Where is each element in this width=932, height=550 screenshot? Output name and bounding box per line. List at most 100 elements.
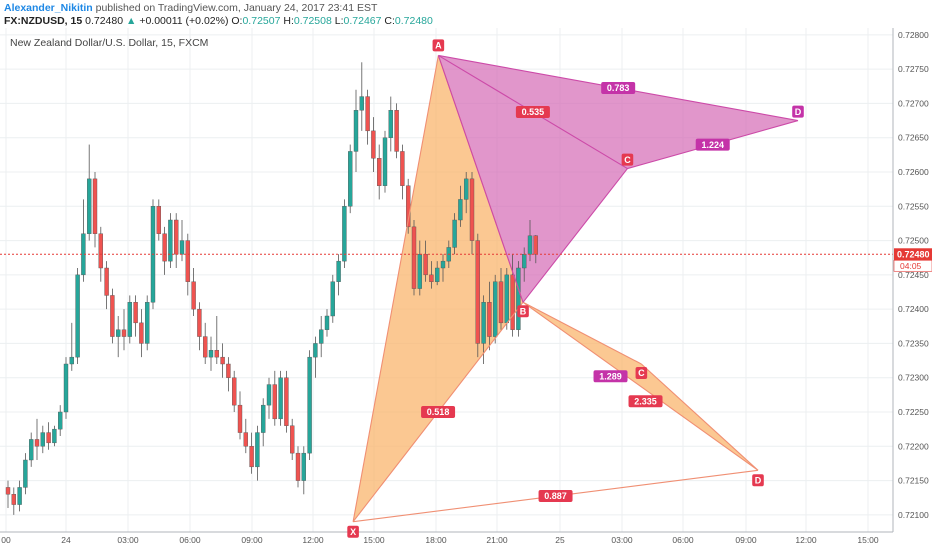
- candle: [452, 213, 457, 255]
- candle-body: [417, 254, 422, 289]
- x-tick-label: 25: [555, 535, 565, 545]
- candle: [498, 268, 504, 330]
- point-c2-label-bg: [621, 153, 634, 166]
- candle-body: [220, 356, 225, 365]
- close-label: C:: [384, 15, 395, 27]
- close-value: 0.72480: [394, 15, 433, 27]
- candle: [469, 172, 475, 255]
- candle-body: [46, 432, 51, 444]
- candle-body: [382, 137, 388, 186]
- candle: [475, 233, 480, 358]
- candle-body: [58, 411, 63, 430]
- candle: [139, 309, 144, 358]
- candle-body: [63, 363, 69, 413]
- candle: [191, 268, 196, 316]
- candle: [411, 220, 417, 296]
- candle: [348, 144, 353, 214]
- candle: [301, 446, 306, 495]
- candle: [179, 220, 185, 262]
- pattern2-ab-line: [437, 55, 524, 303]
- point-d2-label-text: D: [795, 107, 802, 117]
- candle-body: [249, 446, 254, 468]
- candle: [365, 89, 370, 145]
- candle: [226, 357, 231, 392]
- candle-body: [353, 110, 359, 152]
- ratio-ad-label-bg: [601, 82, 636, 94]
- high-value: 0.72508: [293, 15, 332, 27]
- candle-body: [255, 432, 260, 468]
- candle: [185, 233, 191, 296]
- symbol-label[interactable]: FX:NZDUSD, 15: [4, 15, 83, 27]
- point-d-label-bg: [752, 474, 764, 487]
- candle: [173, 213, 179, 268]
- pattern1-bc-line: [522, 301, 642, 365]
- y-tick-label: 0.72200: [898, 441, 929, 451]
- candle: [231, 370, 237, 412]
- candle-body: [104, 267, 109, 296]
- candle: [261, 398, 266, 447]
- candle-body: [330, 281, 335, 317]
- candle-body: [86, 178, 92, 234]
- candle-body: [406, 185, 411, 228]
- ratio-ac-label-bg: [515, 106, 550, 118]
- ratio-cd2-label-bg: [695, 138, 730, 151]
- x-tick-label: 06:00: [179, 535, 201, 545]
- ratio-ac-label: 0.535: [515, 106, 550, 118]
- candle-body: [69, 356, 75, 365]
- candle-body: [411, 226, 417, 289]
- y-tick-label: 0.72450: [898, 270, 929, 280]
- candle: [202, 322, 208, 364]
- candle: [110, 288, 115, 344]
- candle: [336, 254, 341, 296]
- candle-body: [429, 274, 434, 282]
- candle-body: [34, 439, 40, 447]
- candle-body: [266, 384, 272, 406]
- candle-body: [475, 240, 480, 344]
- candle: [324, 309, 330, 337]
- point-b-label: B: [517, 305, 529, 318]
- candle: [243, 418, 249, 454]
- candle-body: [440, 260, 446, 269]
- candle-body: [290, 425, 295, 454]
- candle: [313, 336, 318, 378]
- point-c2-label-text: C: [624, 155, 631, 165]
- candle-body: [29, 439, 34, 461]
- candle: [533, 235, 538, 264]
- candle: [127, 295, 133, 344]
- candle-body: [388, 110, 393, 138]
- y-tick-label: 0.72500: [898, 236, 929, 246]
- candle: [249, 432, 254, 474]
- candle: [464, 172, 469, 214]
- chart-title: New Zealand Dollar/U.S. Dollar, 15, FXCM: [10, 37, 209, 49]
- candle: [156, 199, 162, 241]
- point-c-label-bg: [635, 367, 648, 379]
- ratio-cd2-label-text: 1.224: [701, 140, 724, 150]
- candle: [75, 268, 80, 364]
- candle: [487, 281, 492, 351]
- candle-body: [11, 494, 17, 505]
- x-tick-label: 18:00: [425, 535, 447, 545]
- candle-body: [371, 130, 376, 159]
- ratio-ad-label-text: 0.783: [607, 83, 630, 93]
- candle: [284, 370, 289, 433]
- y-tick-label: 0.72750: [898, 64, 929, 74]
- candle: [11, 487, 17, 515]
- y-tick-label: 0.72700: [898, 98, 929, 108]
- candle-body: [133, 302, 138, 324]
- candle: [69, 322, 75, 371]
- candle: [121, 309, 127, 351]
- candle-body: [231, 377, 237, 406]
- candle-body: [365, 96, 370, 132]
- open-value: 0.72507: [242, 15, 281, 27]
- chart-header: Alexander_Nikitin published on TradingVi…: [0, 0, 932, 28]
- candle-body: [319, 329, 324, 344]
- candle: [388, 96, 393, 152]
- candle: [382, 130, 388, 193]
- y-tick-label: 0.72650: [898, 133, 929, 143]
- author-link[interactable]: Alexander_Nikitin: [4, 2, 93, 14]
- ratio-cd-label-text: 2.335: [634, 396, 657, 406]
- ratio-xb-label: 0.518: [421, 406, 456, 418]
- candle-body: [324, 315, 330, 330]
- candle-body: [342, 206, 347, 262]
